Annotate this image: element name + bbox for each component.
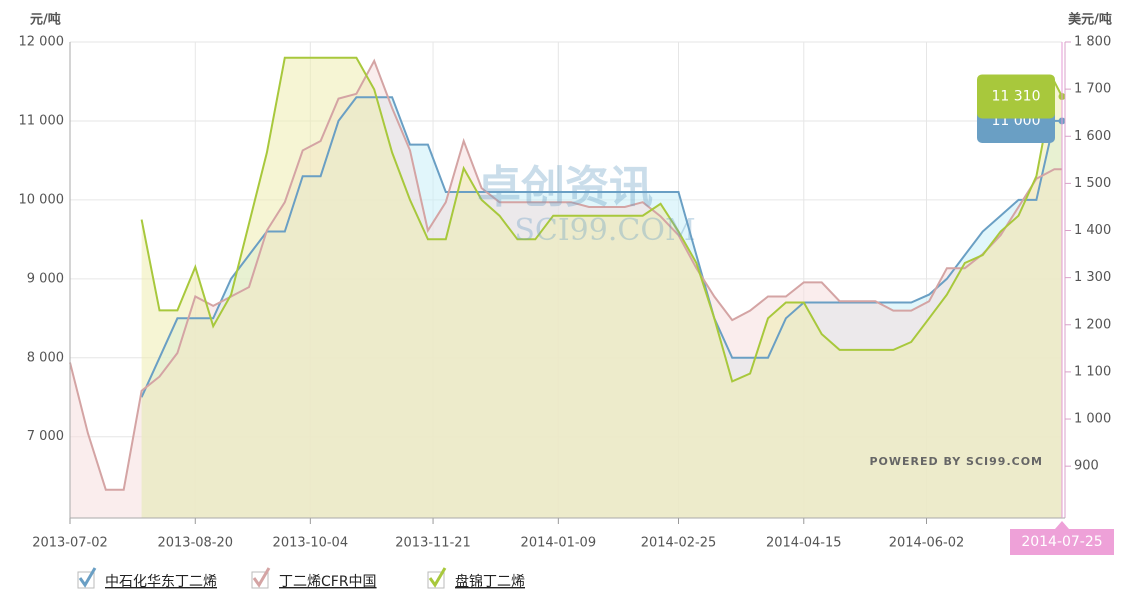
y2-tick-label: 1 500 [1074,176,1111,191]
y2-tick-label: 1 300 [1074,270,1111,285]
x-tick-label: 2014-04-15 [766,536,842,551]
y2-tick-label: 1 700 [1074,82,1111,97]
x-tick-label: 2014-06-02 [889,536,965,551]
legend-check [428,567,447,588]
y2-tick-label: 1 200 [1074,317,1111,332]
y-tick-label: 11 000 [19,113,65,128]
legend-check [78,567,97,588]
watermark-sub: SCI99.COM [514,213,695,248]
x-tick-label: 2013-11-21 [395,536,471,551]
y-tick-label: 9 000 [27,271,64,286]
crosshair-pointer [1055,521,1069,529]
y2-tick-label: 1 000 [1074,412,1111,427]
y-tick-label: 8 000 [27,350,64,365]
series-line [69,58,1062,491]
legend-item[interactable]: 盘锦丁二烯 [427,567,525,590]
y2-unit-label: 美元/吨 [1068,12,1112,28]
crosshair-box [1010,529,1114,555]
legend-check [252,567,271,588]
x-tick-label: 2013-07-02 [32,536,108,551]
y-tick-label: 10 000 [19,192,65,207]
x-tick-label: 2014-02-25 [641,536,717,551]
y-unit-label: 元/吨 [30,12,61,28]
legend-item[interactable]: 丁二烯CFR中国 [251,567,377,590]
x-tick-label: 2013-08-20 [157,536,233,551]
legend-label[interactable]: 丁二烯CFR中国 [279,574,377,590]
watermark: 卓创资讯 [477,162,653,213]
y2-tick-label: 1 100 [1074,364,1111,379]
crosshair-label: 2014-07-25 [1021,534,1102,550]
x-tick-label: 2014-01-09 [521,536,597,551]
y2-tick-label: 1 400 [1074,223,1111,238]
series-area [141,57,1062,519]
legend-item[interactable]: 中石化华东丁二烯 [77,567,217,590]
credit: POWERED BY SCI99.COM [869,455,1043,468]
y2-tick-label: 1 600 [1074,129,1111,144]
series-line [140,96,1062,398]
legend-label[interactable]: 中石化华东丁二烯 [105,574,217,590]
x-tick-label: 2013-10-04 [273,536,349,551]
legend-label[interactable]: 盘锦丁二烯 [455,573,525,590]
series-line [140,56,1063,383]
y2-tick-label: 900 [1074,459,1099,474]
y2-tick-label: 1 800 [1074,35,1111,50]
tooltip-box [977,74,1055,119]
tooltip-label: 11 310 [992,88,1041,104]
y-tick-label: 7 000 [27,429,64,444]
y-tick-label: 12 000 [19,35,65,50]
